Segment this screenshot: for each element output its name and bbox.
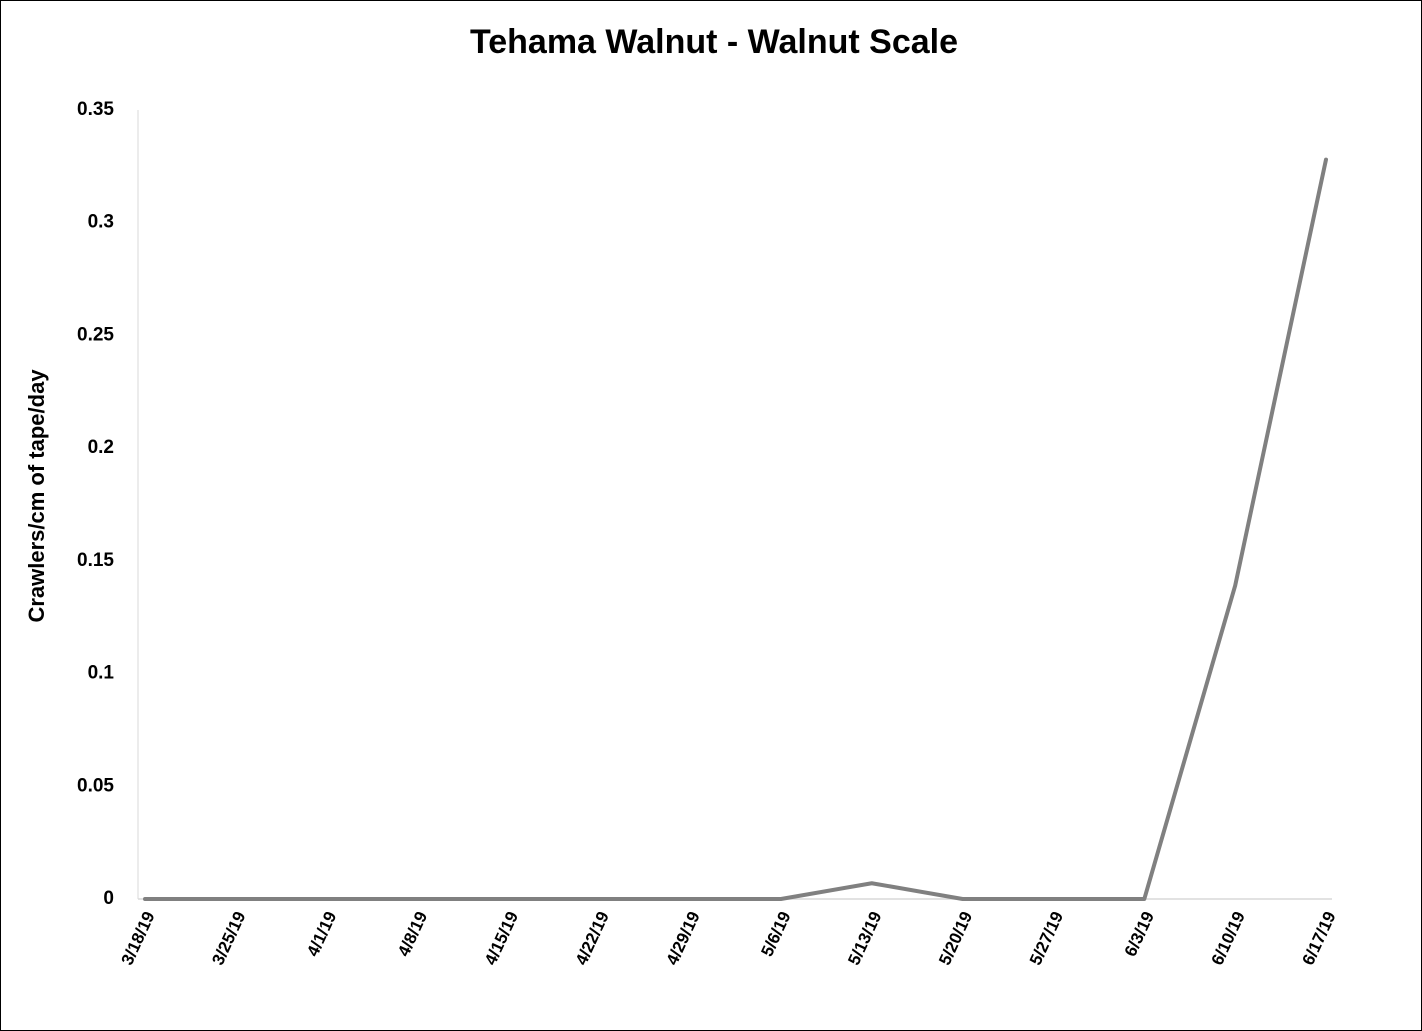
y-tick-label: 0.2: [88, 437, 114, 458]
y-tick-label: 0.35: [77, 99, 114, 120]
y-tick-label: 0.1: [88, 663, 115, 684]
y-tick-label: 0.05: [77, 775, 114, 796]
y-tick-label: 0: [103, 888, 114, 909]
chart-title: Tehama Walnut - Walnut Scale: [470, 23, 958, 61]
y-tick-label: 0.25: [77, 324, 114, 345]
data-line: [143, 157, 1328, 901]
y-tick-label: 0.15: [77, 550, 114, 571]
y-tick-label: 0.3: [88, 212, 114, 233]
y-axis-label: Crawlers/cm of tape/day: [24, 369, 49, 623]
